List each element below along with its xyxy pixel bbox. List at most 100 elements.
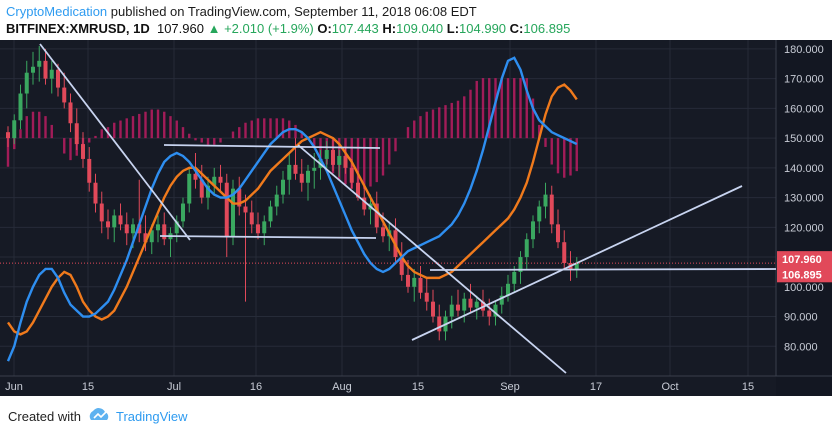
oscillator-bar (494, 78, 497, 139)
candle-body (406, 274, 410, 287)
oscillator-bar (500, 78, 503, 139)
oscillator-bar (294, 124, 297, 139)
candle-body (24, 72, 29, 94)
candle-body (293, 164, 298, 174)
oscillator-bar (94, 135, 97, 139)
candle-body (174, 221, 179, 234)
candle-body (449, 304, 454, 317)
oscillator-bar (256, 118, 260, 139)
x-tick-label: Oct (661, 381, 678, 393)
oscillator-bar (269, 118, 272, 139)
candle-body (381, 227, 385, 237)
oscillator-bar (231, 131, 235, 139)
publish-info: published on TradingView.com, September … (110, 4, 477, 19)
candle-body (68, 102, 73, 124)
x-tick-label: 15 (412, 381, 424, 393)
x-tick-label: 15 (742, 381, 754, 393)
candle-body (524, 239, 529, 258)
oscillator-bar (281, 118, 285, 139)
open-value: 107.443 (331, 21, 379, 36)
oscillator-bar (456, 100, 460, 139)
candle-body (237, 188, 242, 207)
candle-body (537, 206, 542, 222)
oscillator-bar (475, 80, 478, 139)
oscillator-bar (469, 89, 472, 139)
oscillator-bar (263, 118, 266, 139)
candle-body (81, 144, 85, 159)
y-tick-label: 180.000 (784, 44, 824, 56)
candle-body (281, 179, 285, 195)
y-tick-label: 90.000 (784, 312, 818, 324)
candle-body (287, 164, 292, 180)
candle-body (343, 155, 348, 168)
candle-body (531, 221, 535, 240)
candle-body (456, 304, 460, 311)
x-tick-label: Aug (332, 381, 352, 393)
x-tick-label: Jun (5, 381, 23, 393)
candle-body (243, 206, 248, 213)
candle-body (424, 292, 429, 302)
oscillator-bar (275, 118, 278, 139)
moving-average-fast-line (6, 56, 578, 362)
candle-body (87, 158, 92, 183)
candle-body (212, 176, 217, 186)
oscillator-bar (175, 120, 178, 139)
trendline-descending (39, 43, 191, 241)
oscillator-bar (119, 120, 122, 139)
candle-body (312, 167, 317, 171)
tradingview-link[interactable]: TradingView (116, 409, 188, 424)
candle-body (418, 277, 423, 293)
oscillator-bar (188, 133, 191, 139)
oscillator-bar (519, 78, 522, 139)
oscillator-bar (213, 138, 216, 145)
last-price: 107.960 (156, 21, 204, 36)
change-value: +2.010 (+1.9%) (224, 21, 314, 36)
oscillator-bar (163, 111, 166, 139)
candle-body (374, 203, 379, 228)
candle-body (431, 301, 435, 317)
oscillator-bar (44, 116, 47, 139)
candle-body (112, 215, 117, 228)
oscillator-bar (431, 109, 435, 139)
candle-body (562, 242, 567, 264)
oscillator-bar (544, 138, 547, 147)
oscillator-bar (419, 116, 422, 139)
oscillator-bar (369, 138, 372, 187)
oscillator-bar (531, 98, 535, 139)
oscillator-bar (156, 109, 160, 139)
oscillator-bar (125, 118, 128, 139)
candle-body (187, 173, 192, 204)
low-value: 104.990 (459, 21, 507, 36)
candle-body (493, 304, 498, 317)
candle-body (62, 87, 67, 103)
price-chart[interactable]: 80.00090.000100.000110.000120.000130.000… (0, 40, 832, 396)
candle-body (74, 123, 79, 145)
x-tick-label: Jul (167, 381, 181, 393)
symbol-label: BITFINEX:XMRUSD, 1D (6, 21, 150, 36)
y-tick-label: 160.000 (784, 103, 824, 115)
oscillator-bar (244, 122, 247, 139)
oscillator-bar (181, 127, 185, 139)
price-tag-label: 106.895 (782, 269, 822, 281)
trendline-support (159, 235, 377, 239)
oscillator-bar (569, 138, 572, 176)
oscillator-bar (506, 78, 510, 139)
open-label: O: (317, 21, 332, 36)
candle-body (518, 257, 523, 272)
oscillator-bar (394, 138, 397, 152)
candle-body (118, 215, 123, 225)
high-label: H: (382, 21, 397, 36)
oscillator-bar (38, 111, 41, 139)
candle-body (337, 155, 342, 165)
candle-body (549, 194, 554, 225)
oscillator-bar (63, 138, 66, 154)
oscillator-bar (381, 138, 385, 176)
oscillator-bar (169, 116, 172, 139)
oscillator-bar (488, 78, 491, 139)
oscillator-bar (6, 138, 10, 167)
oscillator-bar (100, 129, 103, 139)
oscillator-bar (219, 138, 222, 143)
candle-body (543, 194, 548, 207)
candle-body (181, 203, 185, 222)
author-link[interactable]: CryptoMedication (6, 4, 108, 19)
